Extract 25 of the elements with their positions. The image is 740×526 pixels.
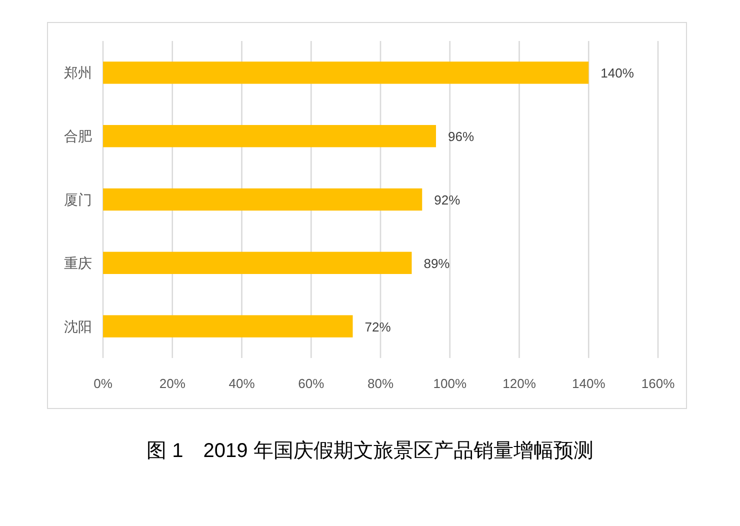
x-tick-label: 0% <box>94 376 113 391</box>
data-label: 72% <box>364 319 392 334</box>
x-tick-label: 120% <box>502 376 536 391</box>
x-tick-label: 100% <box>433 376 467 391</box>
bar <box>103 125 436 148</box>
data-label: 140% <box>600 66 634 81</box>
x-tick-label: 160% <box>641 376 676 391</box>
y-tick-label: 合肥 <box>64 128 92 144</box>
bar <box>103 62 589 84</box>
x-tick-label: 40% <box>228 376 256 391</box>
x-tick-label: 60% <box>298 376 325 391</box>
data-label: 89% <box>424 256 450 271</box>
y-tick-label: 郑州 <box>64 64 92 81</box>
bar <box>103 188 422 211</box>
bar <box>103 315 353 338</box>
x-tick-label: 20% <box>159 376 186 391</box>
x-tick-label: 140% <box>572 376 606 391</box>
text: 图 1 2019 年国庆假期文旅景区产品销量增幅预测 <box>146 440 594 462</box>
y-tick-label: 沈阳 <box>64 318 92 334</box>
y-tick-label: 厦门 <box>64 192 92 208</box>
y-tick-label: 重庆 <box>64 254 92 271</box>
data-label: 92% <box>434 192 461 208</box>
data-label: 96% <box>448 129 474 144</box>
x-tick-label: 80% <box>367 376 394 391</box>
bar <box>103 252 412 274</box>
